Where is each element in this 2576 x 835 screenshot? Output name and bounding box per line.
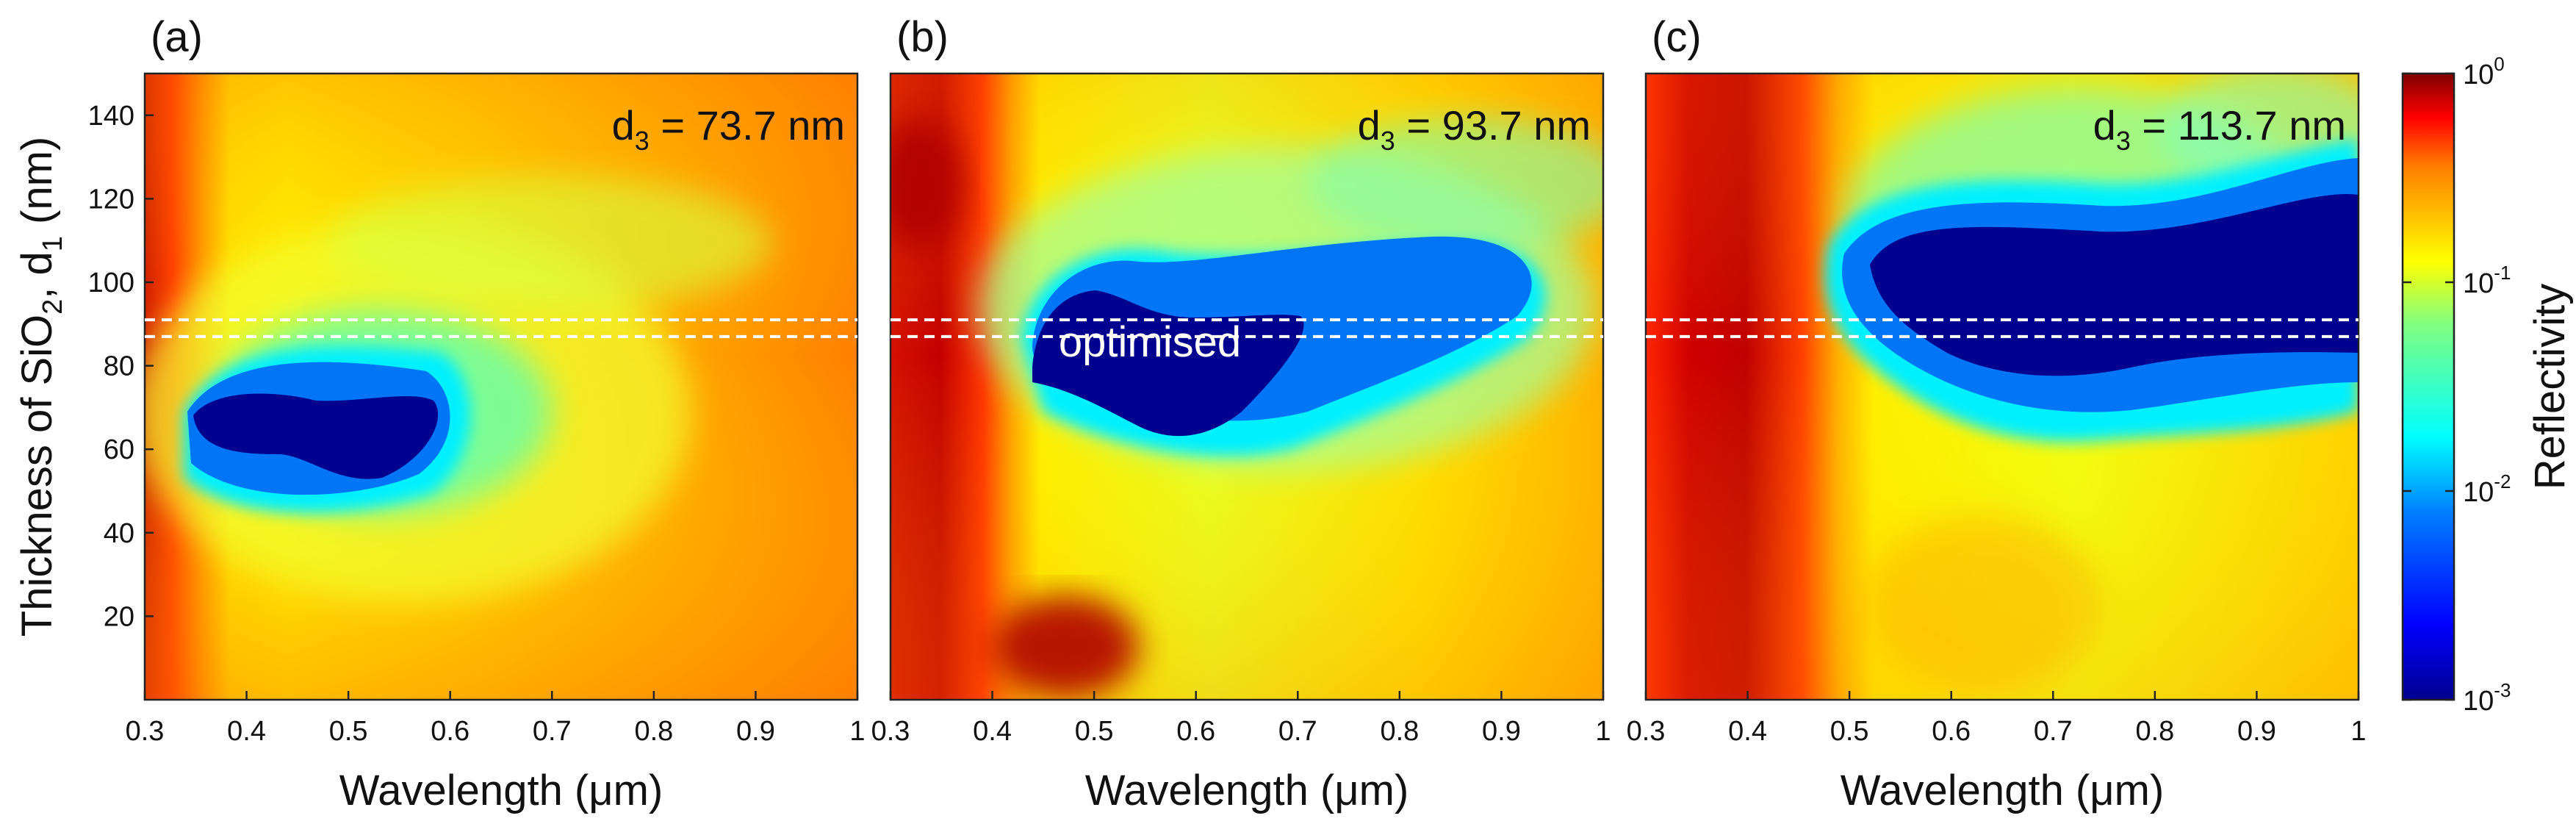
x-axis-ticks-a: 0.3 0.4 0.5 0.6 0.7 0.8 0.9 1 xyxy=(126,691,866,747)
optimised-label: optimised xyxy=(1059,318,1241,366)
x-tick-label: 0.4 xyxy=(1728,716,1767,747)
panel-label-b: (b) xyxy=(896,13,949,61)
y-tick-label: 100 xyxy=(88,268,134,298)
x-tick-label: 0.7 xyxy=(533,716,572,747)
y-tick-label: 40 xyxy=(104,518,134,549)
y-axis-label: Thickness of SiO2, d1 (nm) xyxy=(13,137,68,637)
x-tick-label: 0.4 xyxy=(973,716,1012,747)
colorbar-tick-label: 10-3 xyxy=(2463,679,2511,717)
x-tick-label: 0.7 xyxy=(2034,716,2073,747)
panel-label-c: (c) xyxy=(1652,13,1702,61)
colorbar-gradient xyxy=(2401,72,2456,701)
x-tick-label: 0.8 xyxy=(1380,716,1419,747)
guide-lines-c xyxy=(1646,318,2359,338)
guide-lines-a xyxy=(145,318,857,338)
min-region-b xyxy=(1032,290,1304,437)
colorbar-tick-label: 10-1 xyxy=(2463,262,2511,299)
x-tick-label: 0.9 xyxy=(1482,716,1521,747)
x-tick-label: 0.6 xyxy=(1176,716,1215,747)
x-tick-label: 0.9 xyxy=(2237,716,2276,747)
x-tick-label: 0.5 xyxy=(329,716,368,747)
annotation-c: d3 = 113.7 nm xyxy=(2093,102,2346,156)
y-tick-label: 60 xyxy=(104,434,134,465)
colorbar-label: Reflectivity xyxy=(2526,284,2574,490)
x-axis-ticks-b: 0.3 0.4 0.5 0.6 0.7 0.8 0.9 1 xyxy=(871,691,1611,747)
colorbar-ticks: 100 10-1 10-2 10-3 xyxy=(2403,53,2511,717)
x-tick-label: 0.9 xyxy=(736,716,775,747)
y-axis-ticks-a: 20 40 60 80 100 120 140 xyxy=(88,101,154,632)
heatmap-b xyxy=(891,74,1603,700)
x-tick-label: 0.8 xyxy=(2135,716,2174,747)
x-axis-label-b: Wavelength (μm) xyxy=(1085,767,1409,814)
colorbar: 100 10-1 10-2 10-3 Reflectivity xyxy=(2401,53,2574,717)
x-tick-label: 1 xyxy=(2350,716,2366,747)
x-tick-label: 0.5 xyxy=(1075,716,1114,747)
x-axis-label-c: Wavelength (μm) xyxy=(1841,767,2165,814)
x-tick-label: 0.6 xyxy=(431,716,469,747)
annotation-b: d3 = 93.7 nm xyxy=(1358,102,1591,156)
guide-lines-b xyxy=(891,318,1603,338)
x-tick-label: 0.6 xyxy=(1932,716,1971,747)
min-region-a xyxy=(193,393,439,479)
colorbar-tick-label: 10-2 xyxy=(2463,470,2511,508)
x-axis-label-a: Wavelength (μm) xyxy=(339,767,663,814)
x-tick-label: 0.3 xyxy=(126,716,165,747)
x-tick-label: 0.7 xyxy=(1278,716,1317,747)
y-tick-label: 80 xyxy=(104,351,134,382)
colorbar-tick-label: 100 xyxy=(2463,53,2505,90)
x-tick-label: 0.3 xyxy=(1627,716,1666,747)
y-tick-label: 20 xyxy=(104,601,134,632)
x-tick-label: 0.8 xyxy=(634,716,673,747)
y-tick-label: 140 xyxy=(88,101,134,132)
x-tick-label: 1 xyxy=(1595,716,1611,747)
min-region-c xyxy=(1870,193,2359,376)
x-tick-label: 0.3 xyxy=(871,716,910,747)
heatmap-a xyxy=(145,74,857,700)
y-tick-label: 120 xyxy=(88,184,134,215)
x-tick-label: 1 xyxy=(849,716,865,747)
heatmap-c xyxy=(1646,74,2359,700)
x-axis-ticks-c: 0.3 0.4 0.5 0.6 0.7 0.8 0.9 1 xyxy=(1627,691,2367,747)
x-tick-label: 0.4 xyxy=(227,716,266,747)
panel-c: 0.3 0.4 0.5 0.6 0.7 0.8 0.9 1 (c) d3 = 113.7 nm… xyxy=(1627,13,2367,814)
x-tick-label: 0.5 xyxy=(1830,716,1869,747)
panel-b: optimised 0.3 0.4 0.5 0.6 0.7 0.8 0.9 1 (b) d3 … xyxy=(871,13,1611,814)
panel-a: 20 40 60 80 100 120 140 0.3 0.4 0.5 0.6 0.7 0.8 0.9 1… xyxy=(13,13,866,814)
annotation-a: d3 = 73.7 nm xyxy=(612,102,845,156)
panel-label-a: (a) xyxy=(151,13,203,61)
